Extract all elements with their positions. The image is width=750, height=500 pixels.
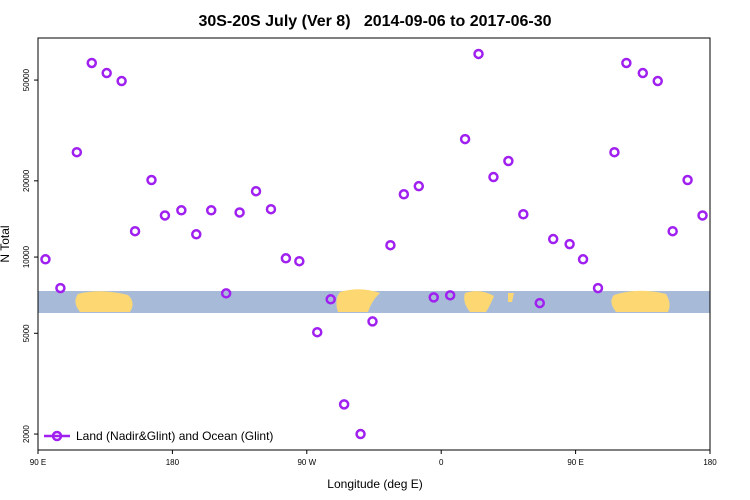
x-axis-label: Longitude (deg E) <box>327 477 422 491</box>
data-point <box>355 428 366 440</box>
land <box>75 291 133 312</box>
data-point <box>547 233 559 245</box>
legend-marker <box>51 430 63 442</box>
land <box>508 293 514 302</box>
data-point <box>428 292 439 303</box>
chart-title: 30S-20S July (Ver 8) 2014-09-06 to 2017-… <box>198 13 551 30</box>
data-point <box>473 48 484 60</box>
data-point <box>577 254 589 265</box>
data-point <box>116 75 127 87</box>
x-tick-label: 180 <box>166 458 180 467</box>
land <box>336 289 380 312</box>
data-point <box>338 399 350 410</box>
y-tick-label: 10000 <box>22 245 31 268</box>
data-point <box>205 205 217 216</box>
x-tick-label: 90 E <box>30 458 46 467</box>
data-point <box>534 297 546 309</box>
data-point <box>682 174 693 186</box>
data-point <box>86 57 98 69</box>
data-point <box>71 146 83 158</box>
land <box>464 291 494 312</box>
data-point <box>667 225 678 237</box>
land <box>611 290 670 312</box>
plot-frame <box>37 37 711 451</box>
legend-label: Land (Nadir&Glint) and Ocean (Glint) <box>76 429 273 443</box>
x-tick-label: 90 W <box>297 458 316 467</box>
data-point <box>697 210 708 221</box>
data-point <box>325 294 336 305</box>
data-point <box>176 205 187 216</box>
data-point <box>280 253 292 264</box>
x-tick-label: 0 <box>439 458 444 467</box>
data-point <box>294 255 305 267</box>
data-point <box>444 290 456 301</box>
data-point <box>609 146 620 158</box>
data-point <box>55 282 66 294</box>
data-point <box>367 316 378 327</box>
data-point <box>592 282 604 294</box>
data-point <box>398 189 410 200</box>
data-point <box>621 57 632 69</box>
data-point <box>637 67 649 79</box>
y-tick-label: 50000 <box>22 68 31 91</box>
y-tick-label: 5000 <box>22 324 31 342</box>
x-tick-label: 90 E <box>567 458 583 467</box>
data-point <box>146 174 157 186</box>
data-point <box>488 171 499 183</box>
data-point <box>503 155 514 167</box>
x-tick-label: 180 <box>703 458 717 467</box>
data-point <box>518 208 529 220</box>
data-point <box>159 210 171 221</box>
data-point <box>191 229 202 240</box>
data-point <box>40 254 51 265</box>
data-point <box>564 238 575 250</box>
data-point <box>385 239 396 251</box>
data-point <box>459 133 471 145</box>
y-axis-label: N Total <box>0 225 12 262</box>
data-point <box>220 288 232 299</box>
data-point <box>250 185 262 197</box>
data-point <box>101 67 112 79</box>
data-point <box>652 75 663 87</box>
data-point <box>234 207 245 218</box>
y-tick-label: 2000 <box>22 425 31 443</box>
data-point <box>265 203 277 215</box>
data-point <box>312 326 323 338</box>
data-point <box>413 180 425 192</box>
data-point <box>129 225 141 237</box>
y-tick-label: 20000 <box>22 169 31 192</box>
map-strip <box>38 289 710 313</box>
